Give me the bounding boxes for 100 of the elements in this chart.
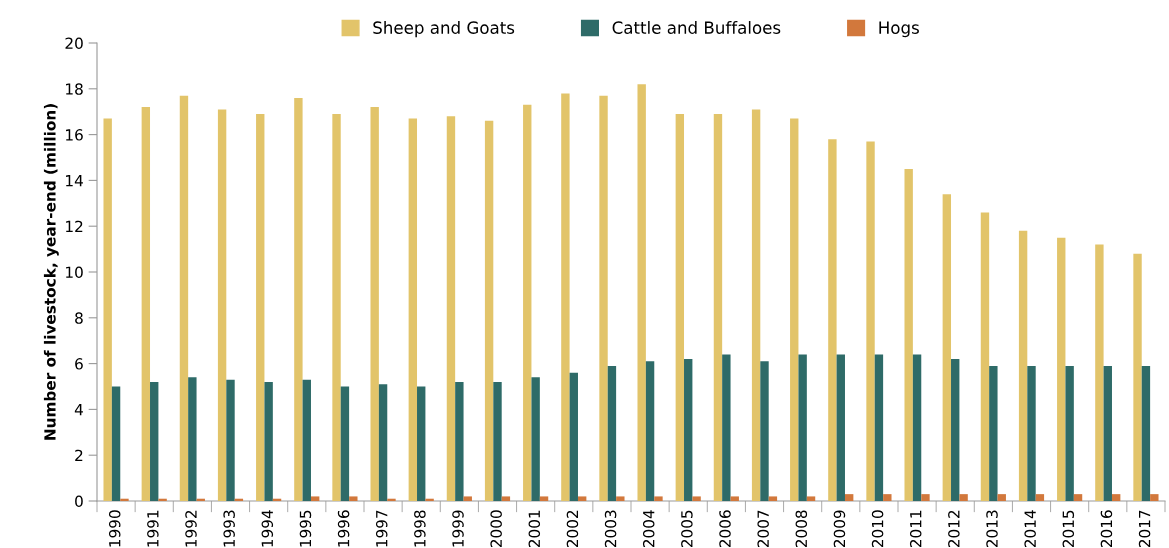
bar	[959, 494, 968, 501]
bar	[1073, 494, 1083, 501]
x-tick-label: 2012	[948, 510, 960, 548]
x-tick-label: 2007	[757, 510, 769, 548]
bar	[1150, 494, 1159, 501]
bar	[1141, 365, 1151, 501]
y-tick-label: 16	[66, 129, 83, 141]
bar	[942, 194, 952, 501]
bar	[730, 496, 739, 501]
bar	[760, 361, 769, 501]
x-tick-label: 1992	[185, 510, 197, 547]
x-tick-label: 2005	[681, 510, 693, 548]
x-tick-label: 2000	[490, 510, 502, 548]
y-tick-label: 12	[66, 220, 83, 232]
x-tick-label: 1999	[452, 510, 464, 547]
bar	[654, 496, 663, 501]
bar	[836, 354, 845, 501]
bar	[675, 113, 685, 501]
bar	[997, 494, 1006, 501]
bar	[302, 379, 311, 501]
x-tick-label: 2014	[1024, 510, 1036, 548]
x-tick-label: 2015	[1062, 510, 1075, 548]
bar	[828, 139, 837, 501]
bar	[607, 365, 617, 501]
bar	[768, 496, 778, 501]
y-tick-label: 10	[66, 266, 83, 279]
legend-label: Cattle and Buffaloes	[612, 21, 781, 34]
x-tick-label: 1997	[375, 510, 388, 547]
y-tick-label: 6	[75, 358, 83, 370]
bar	[455, 381, 464, 501]
bar	[874, 354, 884, 501]
x-tick-label: 2004	[642, 510, 655, 548]
bar	[692, 496, 701, 501]
bar	[103, 118, 112, 501]
bar	[226, 379, 235, 501]
x-tick-label: 1998	[414, 510, 426, 547]
bar	[751, 109, 761, 501]
x-tick-label: 1991	[147, 510, 159, 547]
bar	[722, 354, 731, 501]
bar	[1095, 244, 1104, 501]
bar	[912, 354, 922, 501]
bar	[256, 113, 265, 501]
y-tick-label: 20	[65, 37, 83, 50]
x-tick-label: 2002	[566, 510, 579, 548]
bar	[1057, 237, 1066, 501]
x-tick-label: 2003	[604, 510, 617, 548]
bar	[561, 93, 570, 501]
bar	[370, 107, 379, 501]
x-tick-label: 2011	[909, 510, 922, 548]
bar	[523, 104, 532, 501]
bar	[493, 381, 502, 501]
bar	[340, 386, 350, 501]
bar	[531, 377, 540, 501]
bar	[866, 141, 875, 501]
y-tick-label: 4	[74, 404, 83, 416]
bar	[539, 496, 549, 501]
bar	[844, 494, 854, 501]
x-tick-label: 2016	[1100, 510, 1113, 548]
y-tick-label: 14	[66, 175, 83, 187]
bar	[141, 107, 151, 501]
bar	[1035, 494, 1045, 501]
bar	[425, 498, 434, 501]
bar	[120, 498, 129, 501]
bar	[1103, 365, 1112, 501]
x-tick-label: 1995	[299, 510, 312, 547]
bar	[501, 496, 511, 501]
bar	[387, 498, 396, 501]
x-tick-label: 2008	[795, 510, 808, 548]
bar	[463, 496, 472, 501]
x-tick-label: 2006	[719, 510, 731, 548]
bar	[310, 496, 320, 501]
x-tick-label: 1993	[223, 510, 235, 547]
bar	[637, 84, 646, 501]
bar	[378, 384, 388, 501]
bar	[217, 109, 227, 501]
x-tick-label: 2001	[528, 510, 541, 548]
bar	[1065, 365, 1074, 501]
bar	[790, 118, 799, 501]
bar	[599, 95, 608, 501]
x-tick-label: 1990	[108, 510, 121, 547]
x-tick-label: 2013	[986, 510, 998, 548]
bar	[349, 496, 358, 501]
bar	[264, 381, 273, 501]
bar	[577, 496, 587, 501]
bar	[150, 381, 159, 501]
bar	[188, 377, 197, 501]
bar	[111, 386, 121, 501]
bar	[484, 120, 494, 501]
x-tick-label: 2017	[1138, 510, 1151, 548]
y-tick-label: 8	[75, 312, 83, 324]
bar	[684, 359, 693, 501]
x-tick-label: 1996	[337, 510, 350, 547]
bar	[332, 113, 341, 501]
bar	[883, 494, 892, 501]
bar	[446, 116, 456, 501]
y-axis-title: Number of livestock, year-end (million)	[43, 104, 59, 440]
x-tick-label: 1994	[261, 510, 274, 547]
bar	[1018, 230, 1028, 501]
bar	[1111, 494, 1121, 501]
bar	[951, 359, 960, 501]
